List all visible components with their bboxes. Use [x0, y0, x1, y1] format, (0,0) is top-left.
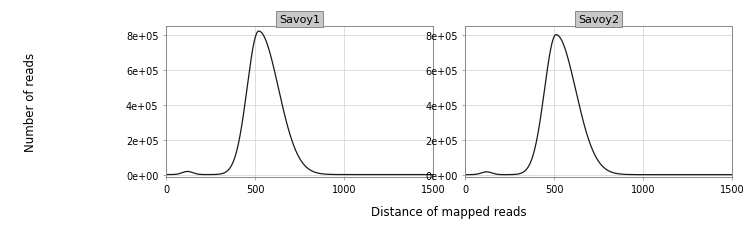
Text: Distance of mapped reads: Distance of mapped reads	[371, 205, 527, 218]
Title: Savoy1: Savoy1	[279, 15, 320, 25]
Title: Savoy2: Savoy2	[578, 15, 619, 25]
Text: Number of reads: Number of reads	[23, 53, 37, 151]
